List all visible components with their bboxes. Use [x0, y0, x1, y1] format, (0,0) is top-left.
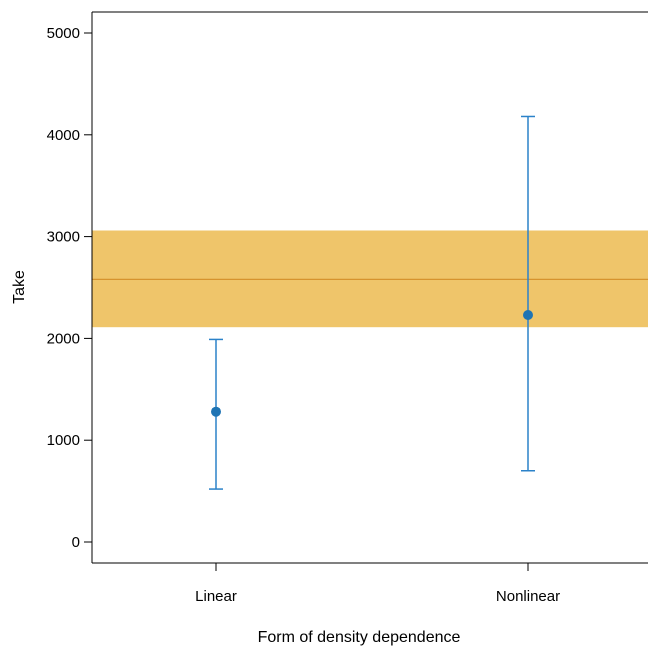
y-tick-label-3000: 3000 — [47, 229, 80, 246]
data-marks-layer — [209, 115, 535, 490]
x-axis-title: Form of density dependence — [258, 629, 461, 646]
x-tick-label-nonlinear: Nonlinear — [496, 588, 560, 605]
y-tick-label-1000: 1000 — [47, 432, 80, 449]
reference-band-layer — [92, 230, 648, 328]
x-tick-label-linear: Linear — [195, 588, 237, 605]
y-tick-label-4000: 4000 — [47, 127, 80, 144]
y-tick-label-2000: 2000 — [47, 330, 80, 347]
point-linear — [211, 406, 221, 417]
y-tick-label-0: 0 — [72, 534, 80, 551]
y-axis-title: Take — [11, 270, 28, 304]
y-tick-label-5000: 5000 — [47, 25, 80, 42]
point-nonlinear — [523, 309, 533, 320]
axes-layer: 0 1000 2000 3000 4000 5000 Linear Nonlinear — [47, 11, 648, 605]
